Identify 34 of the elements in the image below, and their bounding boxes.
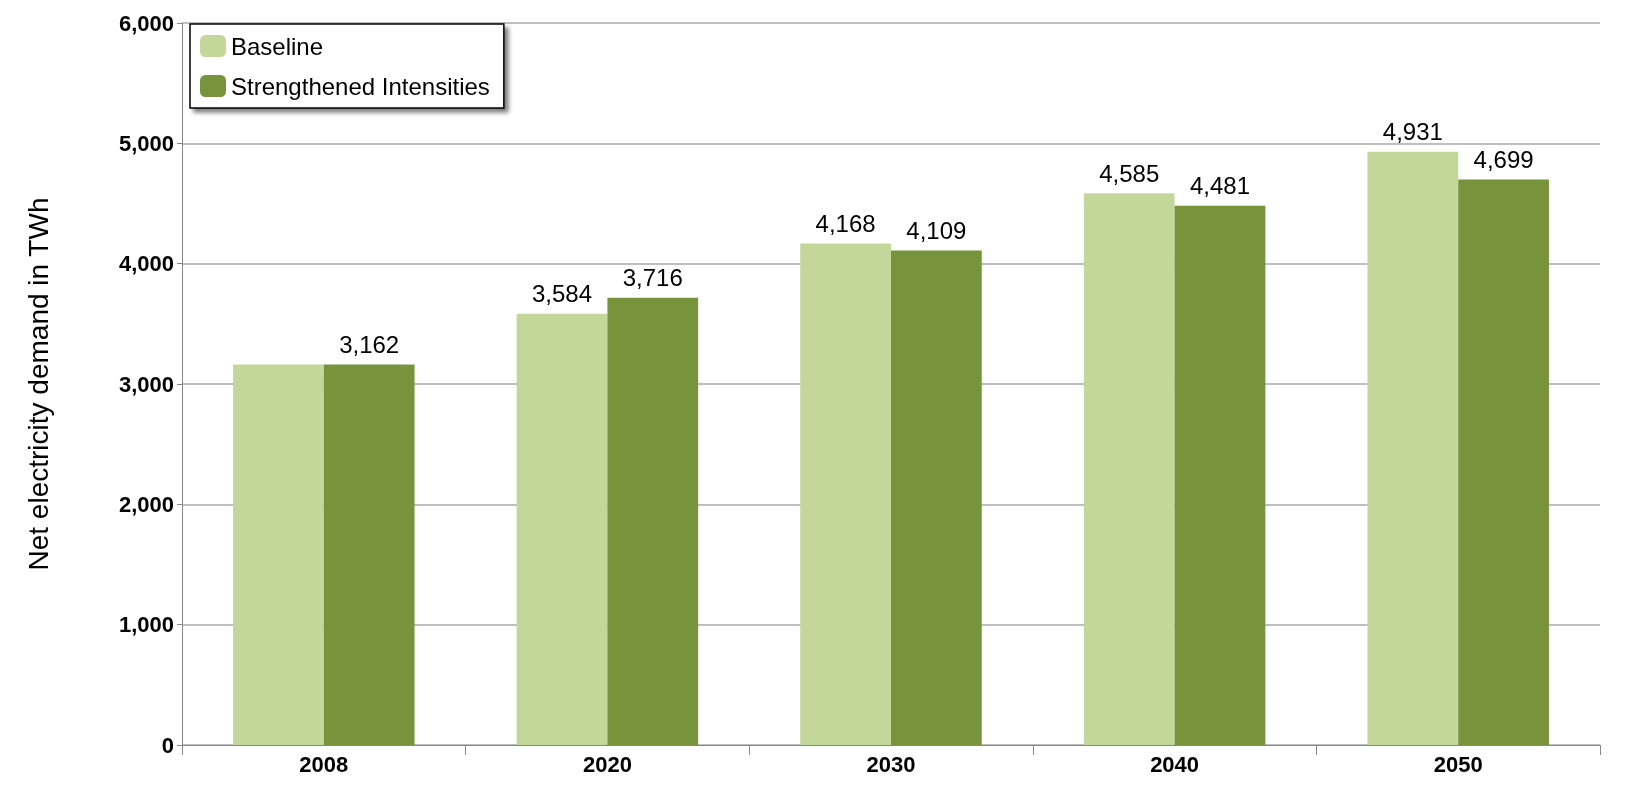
bar	[1083, 193, 1175, 745]
bar	[1174, 205, 1266, 745]
data-label: 4,481	[1189, 172, 1251, 200]
data-label: 3,162	[339, 331, 400, 359]
x-tick-label: 2050	[1433, 751, 1483, 777]
legend-label: Strengthened Intensities	[231, 72, 490, 100]
y-tick-label: 5,000	[118, 130, 174, 156]
data-label: 4,168	[815, 209, 876, 237]
y-tick-label: 4,000	[118, 251, 174, 277]
legend-label: Baseline	[231, 32, 324, 60]
bar	[516, 313, 608, 745]
bar	[891, 250, 982, 745]
x-tick-label: 2040	[1150, 751, 1200, 777]
bar	[233, 364, 324, 745]
data-label: 4,585	[1099, 159, 1160, 187]
data-label: 4,931	[1382, 118, 1443, 146]
y-tick-label: 0	[161, 732, 174, 758]
y-tick-label: 1,000	[118, 612, 174, 638]
bar	[800, 243, 891, 745]
y-tick-label: 3,000	[118, 371, 174, 397]
data-label: 3,584	[531, 280, 593, 308]
bar	[323, 364, 415, 745]
data-label: 4,699	[1473, 146, 1534, 174]
x-tick-label: 2020	[582, 751, 632, 777]
x-tick-label: 2030	[866, 751, 916, 777]
bar	[1458, 179, 1549, 745]
bar	[607, 297, 699, 745]
data-label: 3,716	[622, 264, 683, 292]
y-tick-label: 2,000	[118, 491, 174, 517]
bar	[1367, 151, 1459, 745]
data-label: 4,109	[906, 217, 967, 245]
x-tick-label: 2008	[299, 751, 349, 777]
y-axis-title: Net electricity demand in TWh	[22, 197, 54, 571]
y-tick-label: 6,000	[118, 10, 174, 36]
